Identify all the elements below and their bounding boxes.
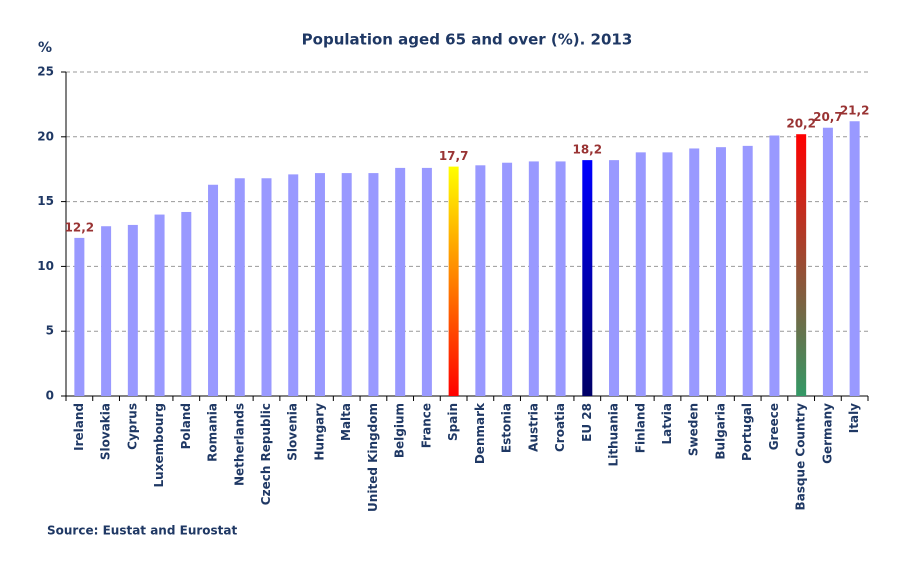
- chart-title: Population aged 65 and over (%). 2013: [302, 31, 633, 49]
- bar: [288, 174, 299, 396]
- value-label: 12,2: [65, 220, 95, 234]
- bar: [154, 214, 165, 396]
- x-tick-label: Bulgaria: [713, 403, 727, 460]
- bar: [849, 121, 860, 397]
- x-tick-label: Malta: [339, 403, 353, 441]
- x-tick-label: Spain: [446, 403, 460, 441]
- x-tick-label: Austria: [526, 403, 540, 452]
- bar: [502, 162, 513, 396]
- x-tick-label: United Kingdom: [366, 403, 380, 512]
- value-label: 18,2: [572, 143, 602, 157]
- bar: [208, 184, 219, 396]
- x-tick-label: Italy: [847, 403, 861, 433]
- y-axis-label: %: [38, 40, 52, 56]
- x-tick-label: Basque Country: [794, 403, 808, 511]
- x-tick-label: Croatia: [553, 403, 567, 452]
- x-tick-label: Estonia: [500, 403, 514, 453]
- bar: [769, 135, 780, 396]
- bar: [635, 152, 646, 396]
- bar: [448, 166, 459, 396]
- x-tick-label: Hungary: [312, 403, 326, 461]
- x-tick-label: Slovenia: [286, 403, 300, 461]
- bar: [341, 173, 352, 396]
- x-tick-label: Cyprus: [125, 403, 139, 450]
- x-tick-label: Germany: [820, 403, 834, 464]
- bar: [421, 167, 432, 396]
- x-tick-label: Ireland: [72, 403, 86, 451]
- bar: [582, 160, 593, 396]
- bar: [127, 224, 138, 396]
- bar: [234, 178, 245, 396]
- x-tick-label: Slovakia: [99, 403, 113, 460]
- bar: [689, 148, 700, 396]
- bar: [528, 161, 539, 396]
- bar: [395, 167, 406, 396]
- bar: [101, 226, 112, 396]
- y-tick-label: 15: [37, 194, 54, 208]
- bar: [822, 127, 833, 396]
- x-tick-label: Portugal: [740, 403, 754, 461]
- value-label: 17,7: [439, 149, 469, 163]
- x-tick-label: EU 28: [580, 403, 594, 442]
- x-tick-label: Denmark: [473, 402, 487, 464]
- x-tick-label: Latvia: [660, 403, 674, 445]
- y-tick-label: 10: [37, 259, 54, 273]
- x-tick-label: Czech Republic: [259, 403, 273, 505]
- value-label: 20,2: [786, 117, 816, 131]
- x-tick-label: Lithuania: [607, 403, 621, 466]
- bar: [181, 211, 192, 396]
- bar: [662, 152, 673, 396]
- value-label: 20,7: [813, 110, 843, 124]
- value-label: 21,2: [840, 104, 870, 118]
- bar: [742, 145, 753, 396]
- bar: [609, 160, 620, 396]
- x-tick-label: Greece: [767, 403, 781, 450]
- bar: [74, 237, 85, 396]
- x-tick-label: Netherlands: [232, 403, 246, 486]
- x-tick-label: Finland: [633, 403, 647, 453]
- bar: [715, 147, 726, 396]
- x-tick-label: Romania: [206, 403, 220, 462]
- y-tick-label: 25: [37, 65, 54, 79]
- bar: [314, 173, 325, 396]
- x-tick-label: Luxembourg: [152, 403, 166, 487]
- x-tick-label: France: [419, 403, 433, 448]
- x-tick-label: Belgium: [393, 403, 407, 458]
- bar: [261, 178, 272, 396]
- bar: [796, 134, 807, 396]
- source: Source: Eustat and Eurostat: [47, 524, 237, 538]
- x-tick-label: Sweden: [687, 403, 701, 456]
- bar: [368, 173, 379, 396]
- bar: [555, 161, 566, 396]
- y-tick-label: 0: [46, 389, 54, 403]
- bar: [475, 165, 486, 396]
- y-tick-label: 5: [46, 324, 54, 338]
- y-tick-label: 20: [37, 129, 54, 143]
- x-tick-label: Poland: [179, 403, 193, 449]
